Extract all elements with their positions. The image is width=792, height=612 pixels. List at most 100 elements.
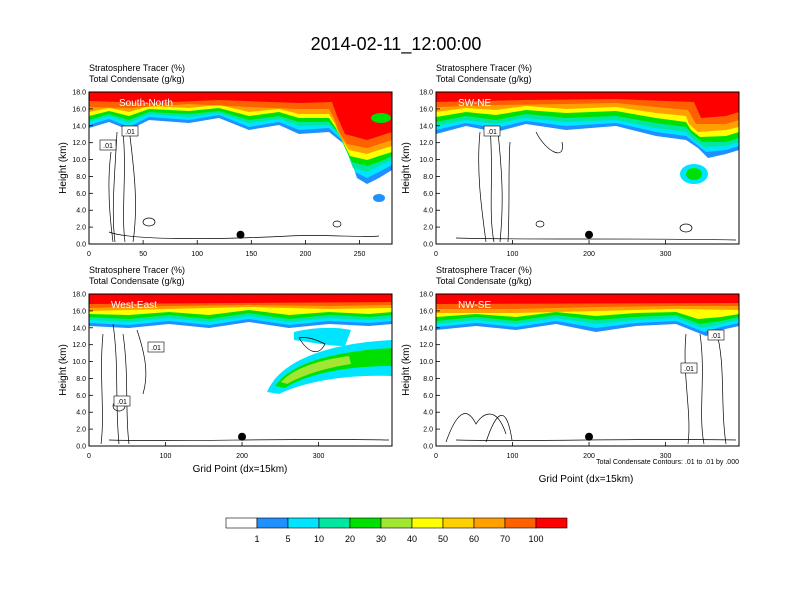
y-axis-label: Height (km) [58,344,69,396]
contour-label-text: .01 [103,143,113,150]
colorbar-swatch [504,517,537,529]
panel-south-north: Stratosphere Tracer (%) Total Condensate… [58,63,393,258]
colorbar-swatch [318,517,351,529]
x-tick-label: 200 [236,453,248,460]
panel-subtitle-line2: Total Condensate (g/kg) [89,276,185,286]
plot-area [436,294,739,446]
y-tick-label: 0.0 [76,242,86,249]
y-tick-label: 2.0 [76,427,86,434]
x-tick-label: 200 [300,251,312,258]
tracer-blob [371,113,391,123]
colorbar-label: 60 [469,534,479,544]
location-marker [238,432,247,441]
y-tick-label: 0.0 [423,444,433,451]
y-tick-label: 2.0 [76,225,86,232]
y-tick-label: 8.0 [423,376,433,383]
contour-label: .01 [707,329,725,341]
location-marker [236,230,245,239]
y-tick-label: 8.0 [76,376,86,383]
tracer-filament [281,356,351,384]
colorbar-swatch [380,517,413,529]
y-tick-label: 18.0 [72,90,86,97]
contour-label-text: .01 [487,129,497,136]
y-tick-label: 4.0 [423,410,433,417]
location-marker [585,432,594,441]
condensate-contour [455,237,737,241]
panel-nw-se: Stratosphere Tracer (%) Total Condensate… [401,265,740,485]
tracer-filament [275,348,392,388]
plot-frame [88,91,393,245]
colorbar-label: 100 [528,534,543,544]
x-axis-ticks: 0 100 200 300 [434,240,671,258]
x-tick-label: 150 [245,251,257,258]
panel-subtitle-line2: Total Condensate (g/kg) [436,276,532,286]
plot-area [89,294,392,446]
y-axis-ticks: 0.0 2.0 4.0 6.0 8.0 10.0 12.0 14.0 16.0 18.0 [419,292,440,451]
x-tick-label: 50 [139,251,147,258]
y-tick-label: 2.0 [423,225,433,232]
tracer-band-red-orange [89,92,392,148]
y-tick-label: 14.0 [419,123,433,130]
y-tick-label: 12.0 [72,342,86,349]
colorbar-swatch [225,517,258,529]
y-tick-label: 12.0 [72,140,86,147]
panel-subtitle-line2: Total Condensate (g/kg) [436,74,532,84]
tracer-band-red [436,294,739,304]
contour-label: .01 [113,395,131,407]
y-tick-label: 14.0 [419,325,433,332]
colorbar-swatch [442,517,475,529]
x-tick-label: 0 [87,453,91,460]
contour-label-text: .01 [684,366,694,373]
condensate-contour [684,329,727,445]
contour-label-text: .01 [117,399,127,406]
tracer-blob [686,168,702,180]
panel-subtitle-line1: Stratosphere Tracer (%) [436,63,532,73]
colorbar: 1 5 10 20 30 40 50 60 70 100 [225,517,568,544]
plot-frame [435,91,740,245]
y-tick-label: 16.0 [72,308,86,315]
y-tick-label: 2.0 [423,427,433,434]
x-tick-label: 200 [583,453,595,460]
y-axis-label: Height (km) [401,344,412,396]
x-axis-ticks: 0 100 200 300 [87,442,324,460]
x-tick-label: 300 [660,453,672,460]
y-axis-label: Height (km) [58,142,69,194]
y-tick-label: 18.0 [419,292,433,299]
tracer-filament [294,327,351,346]
y-tick-label: 10.0 [72,359,86,366]
plot-area [436,92,739,244]
panel-label: South-North [119,98,173,109]
panel-label: NW-SE [458,300,491,311]
condensate-contour [108,127,136,243]
x-tick-label: 300 [660,251,672,258]
colorbar-label: 10 [314,534,324,544]
y-tick-label: 0.0 [76,444,86,451]
y-axis-label: Height (km) [401,142,412,194]
tracer-band-red [436,92,739,118]
figure-title: 2014-02-11_12:00:00 [311,34,482,55]
y-tick-label: 6.0 [423,393,433,400]
x-tick-label: 0 [87,251,91,258]
colorbar-label: 40 [407,534,417,544]
x-tick-label: 300 [313,453,325,460]
y-tick-label: 16.0 [419,106,433,113]
contour-label: .01 [121,125,139,137]
contour-label-text: .01 [711,333,721,340]
x-tick-label: 100 [160,453,172,460]
condensate-contour [100,323,147,445]
y-tick-label: 12.0 [419,140,433,147]
condensate-contour [332,220,342,228]
x-tick-label: 250 [354,251,366,258]
x-tick-label: 100 [507,251,519,258]
y-tick-label: 0.0 [423,242,433,249]
y-axis-ticks: 0.0 2.0 4.0 6.0 8.0 10.0 12.0 14.0 16.0 18.0 [419,90,440,249]
x-tick-label: 100 [507,453,519,460]
y-tick-label: 8.0 [423,174,433,181]
condensate-contour [679,223,693,233]
colorbar-swatch [473,517,506,529]
location-marker [585,230,594,239]
plot-frame [435,293,740,447]
y-tick-label: 4.0 [423,208,433,215]
tracer-band-red [89,294,392,304]
